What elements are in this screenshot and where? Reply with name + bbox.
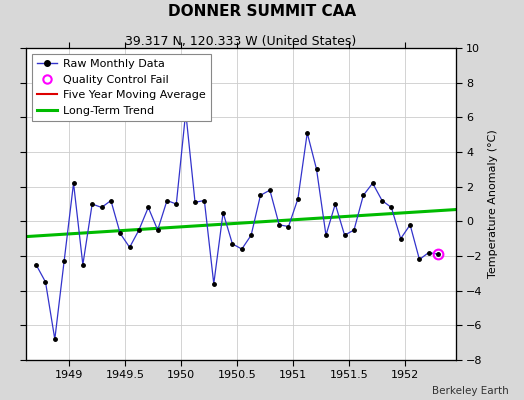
Y-axis label: Temperature Anomaly (°C): Temperature Anomaly (°C): [488, 130, 498, 278]
Text: Berkeley Earth: Berkeley Earth: [432, 386, 508, 396]
Title: 39.317 N, 120.333 W (United States): 39.317 N, 120.333 W (United States): [125, 35, 357, 48]
Legend: Raw Monthly Data, Quality Control Fail, Five Year Moving Average, Long-Term Tren: Raw Monthly Data, Quality Control Fail, …: [32, 54, 211, 121]
Text: DONNER SUMMIT CAA: DONNER SUMMIT CAA: [168, 4, 356, 19]
